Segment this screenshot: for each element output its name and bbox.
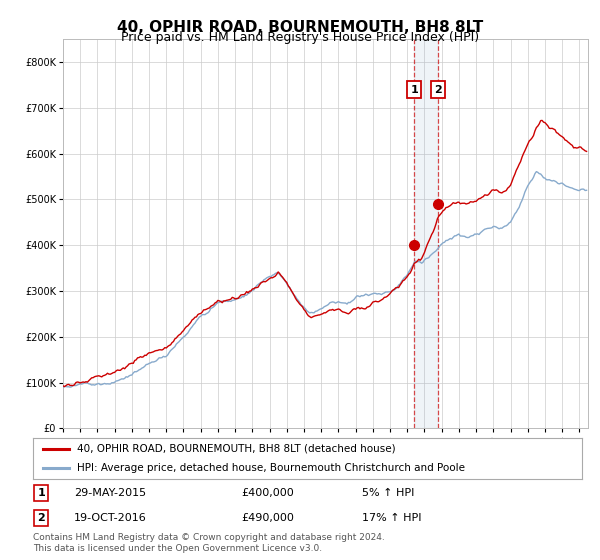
Text: HPI: Average price, detached house, Bournemouth Christchurch and Poole: HPI: Average price, detached house, Bour… — [77, 463, 465, 473]
Text: £400,000: £400,000 — [242, 488, 295, 498]
Text: 2: 2 — [434, 85, 442, 95]
Text: £490,000: £490,000 — [242, 513, 295, 523]
Text: 40, OPHIR ROAD, BOURNEMOUTH, BH8 8LT (detached house): 40, OPHIR ROAD, BOURNEMOUTH, BH8 8LT (de… — [77, 444, 395, 454]
Text: 2: 2 — [37, 513, 45, 523]
Text: Contains HM Land Registry data © Crown copyright and database right 2024.
This d: Contains HM Land Registry data © Crown c… — [33, 533, 385, 553]
Text: 17% ↑ HPI: 17% ↑ HPI — [362, 513, 422, 523]
Text: 5% ↑ HPI: 5% ↑ HPI — [362, 488, 415, 498]
Text: 1: 1 — [410, 85, 418, 95]
Text: 19-OCT-2016: 19-OCT-2016 — [74, 513, 147, 523]
Text: 40, OPHIR ROAD, BOURNEMOUTH, BH8 8LT: 40, OPHIR ROAD, BOURNEMOUTH, BH8 8LT — [117, 20, 483, 35]
Bar — [415, 39, 438, 428]
Text: Price paid vs. HM Land Registry's House Price Index (HPI): Price paid vs. HM Land Registry's House … — [121, 31, 479, 44]
Text: 29-MAY-2015: 29-MAY-2015 — [74, 488, 146, 498]
Text: 1: 1 — [37, 488, 45, 498]
